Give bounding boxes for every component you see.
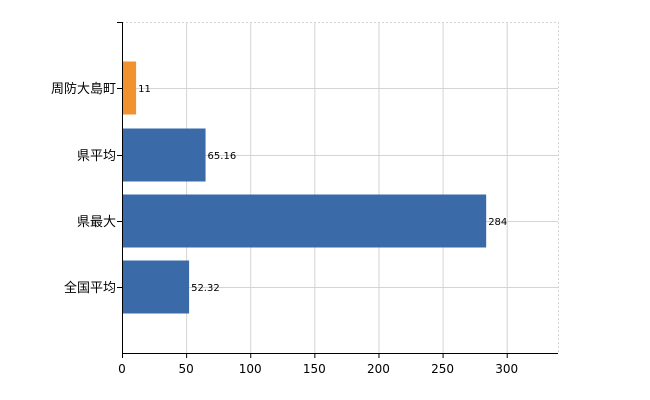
x-tick-label-150: 150 [303,362,326,376]
x-tick-label-250: 250 [431,362,454,376]
category-label-0: 周防大島町 [51,81,116,97]
data-label-2: 284 [488,217,507,228]
bar-1 [122,128,206,182]
x-tick-label-0: 0 [118,362,126,376]
bar-3 [122,260,190,314]
x-tick-label-300: 300 [495,362,518,376]
data-label-1: 65.16 [208,151,237,162]
category-label-1: 県平均 [77,149,116,164]
category-label-3: 全国平均 [64,280,116,296]
data-label-3: 52.32 [191,283,220,294]
x-tick-label-200: 200 [367,362,390,376]
x-tick-label-50: 50 [178,362,193,376]
bar-0 [122,61,137,115]
bar-2 [122,194,487,248]
data-label-0: 11 [138,84,151,95]
x-tick-label-100: 100 [239,362,262,376]
category-label-2: 県最大 [77,215,116,230]
